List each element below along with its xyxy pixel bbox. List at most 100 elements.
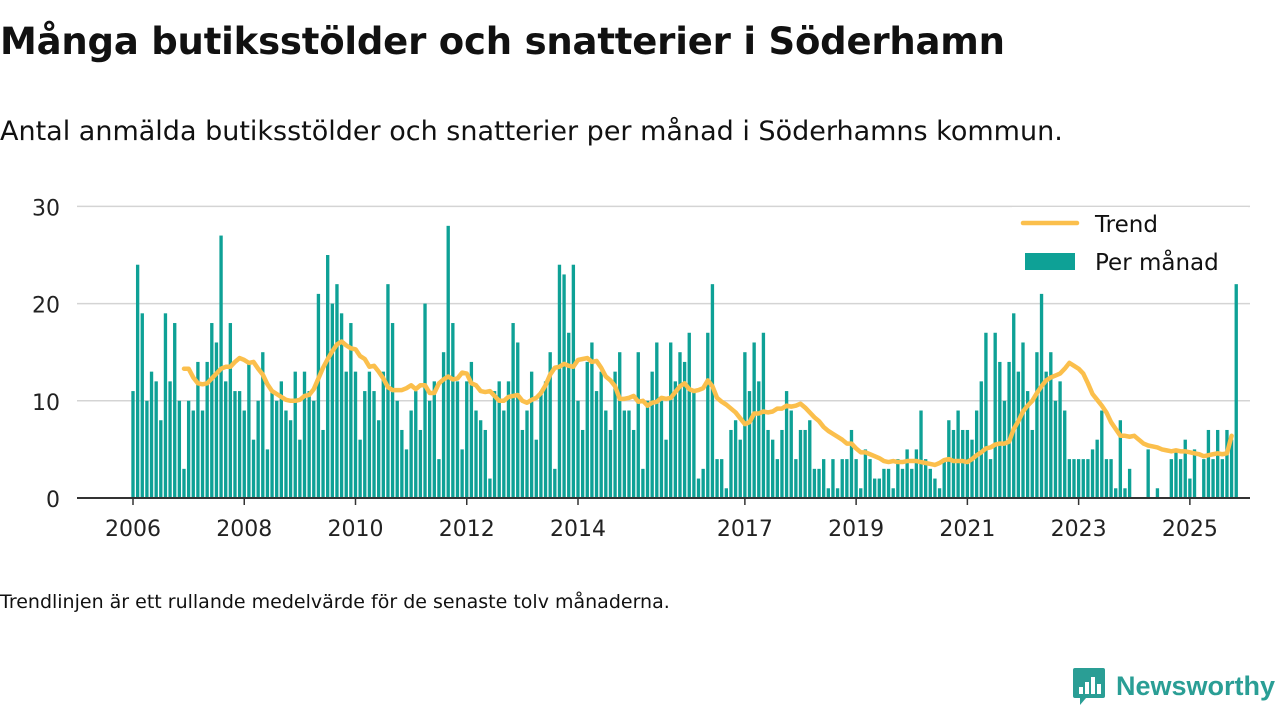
bar (1072, 459, 1076, 498)
bar (135, 264, 140, 498)
bar (650, 371, 654, 498)
bar (1012, 313, 1016, 498)
bar (1016, 371, 1021, 498)
bar (451, 323, 455, 498)
bar (191, 410, 195, 498)
bar (919, 410, 923, 498)
bar (228, 323, 233, 498)
y-axis-ticks: 0 10 20 30 (32, 196, 60, 513)
bar (302, 371, 307, 498)
bar (381, 371, 385, 498)
bar (682, 361, 687, 498)
bar (284, 410, 288, 498)
bar (687, 332, 691, 498)
bar (1220, 459, 1224, 498)
bar (937, 488, 942, 498)
bar (1100, 410, 1104, 498)
bar (548, 352, 552, 498)
bar (214, 342, 219, 498)
bar (1035, 352, 1039, 498)
trend-line (181, 339, 1234, 468)
bar (432, 381, 436, 498)
bar (562, 274, 566, 498)
bar (1155, 488, 1160, 498)
bar (696, 478, 701, 498)
bar (441, 352, 446, 498)
bar (298, 439, 302, 498)
bar (418, 429, 423, 498)
x-tick-label: 2019 (828, 517, 884, 542)
bar (733, 420, 738, 498)
bar (877, 478, 881, 498)
legend: Trend Per månad (1012, 207, 1248, 283)
x-tick-label: 2021 (939, 517, 995, 542)
bar (353, 371, 358, 498)
bar (395, 400, 399, 498)
bar (664, 439, 668, 498)
bar (358, 439, 362, 498)
bar (256, 400, 260, 498)
bar (423, 303, 427, 498)
bar (766, 429, 770, 498)
bar (404, 449, 409, 498)
bar (557, 264, 562, 498)
bar (873, 478, 877, 498)
bar (923, 459, 928, 498)
bar (1174, 449, 1178, 498)
bar (428, 400, 432, 498)
bar (891, 488, 895, 498)
bar (506, 381, 511, 498)
bar (543, 381, 548, 498)
bar (279, 381, 283, 498)
bar (673, 381, 678, 498)
x-tick-label: 2010 (328, 517, 384, 542)
bar (326, 255, 330, 498)
bar (747, 391, 752, 498)
bar (1169, 459, 1173, 498)
footnote: Trendlinjen är ett rullande medelvärde f… (0, 591, 670, 613)
bar (900, 468, 905, 498)
bar (1044, 371, 1048, 498)
bar (465, 381, 469, 498)
bar (622, 410, 627, 498)
bar (390, 323, 395, 498)
bar (372, 391, 376, 498)
bar (168, 381, 172, 498)
bar (724, 488, 728, 498)
bar (780, 429, 784, 498)
bar (998, 361, 1002, 498)
bar (363, 391, 367, 498)
chart-title: Många butiksstölder och snatterier i Söd… (0, 20, 1005, 63)
bar (669, 342, 673, 498)
bar (655, 342, 659, 498)
bar (794, 459, 798, 498)
bar (775, 459, 779, 498)
bar (706, 332, 710, 498)
bar (321, 429, 325, 498)
bar (553, 468, 557, 498)
bar (979, 381, 983, 498)
bar (177, 400, 182, 498)
bar (803, 429, 807, 498)
bar (349, 323, 353, 498)
bar (233, 391, 237, 498)
bar (163, 313, 168, 498)
bar (511, 323, 515, 498)
bar (1053, 400, 1058, 498)
bar (1049, 352, 1053, 498)
y-tick-label: 10 (32, 391, 60, 416)
bar (886, 468, 891, 498)
bar (604, 410, 608, 498)
bar (1234, 284, 1238, 498)
bar (580, 429, 585, 498)
bar (720, 459, 724, 498)
bar (312, 400, 316, 498)
bar (1202, 459, 1206, 498)
bar (951, 429, 956, 498)
bar (928, 468, 932, 498)
bar (344, 371, 348, 498)
bar (154, 381, 158, 498)
bar (275, 400, 279, 498)
bar (497, 381, 501, 498)
bar (330, 303, 334, 498)
